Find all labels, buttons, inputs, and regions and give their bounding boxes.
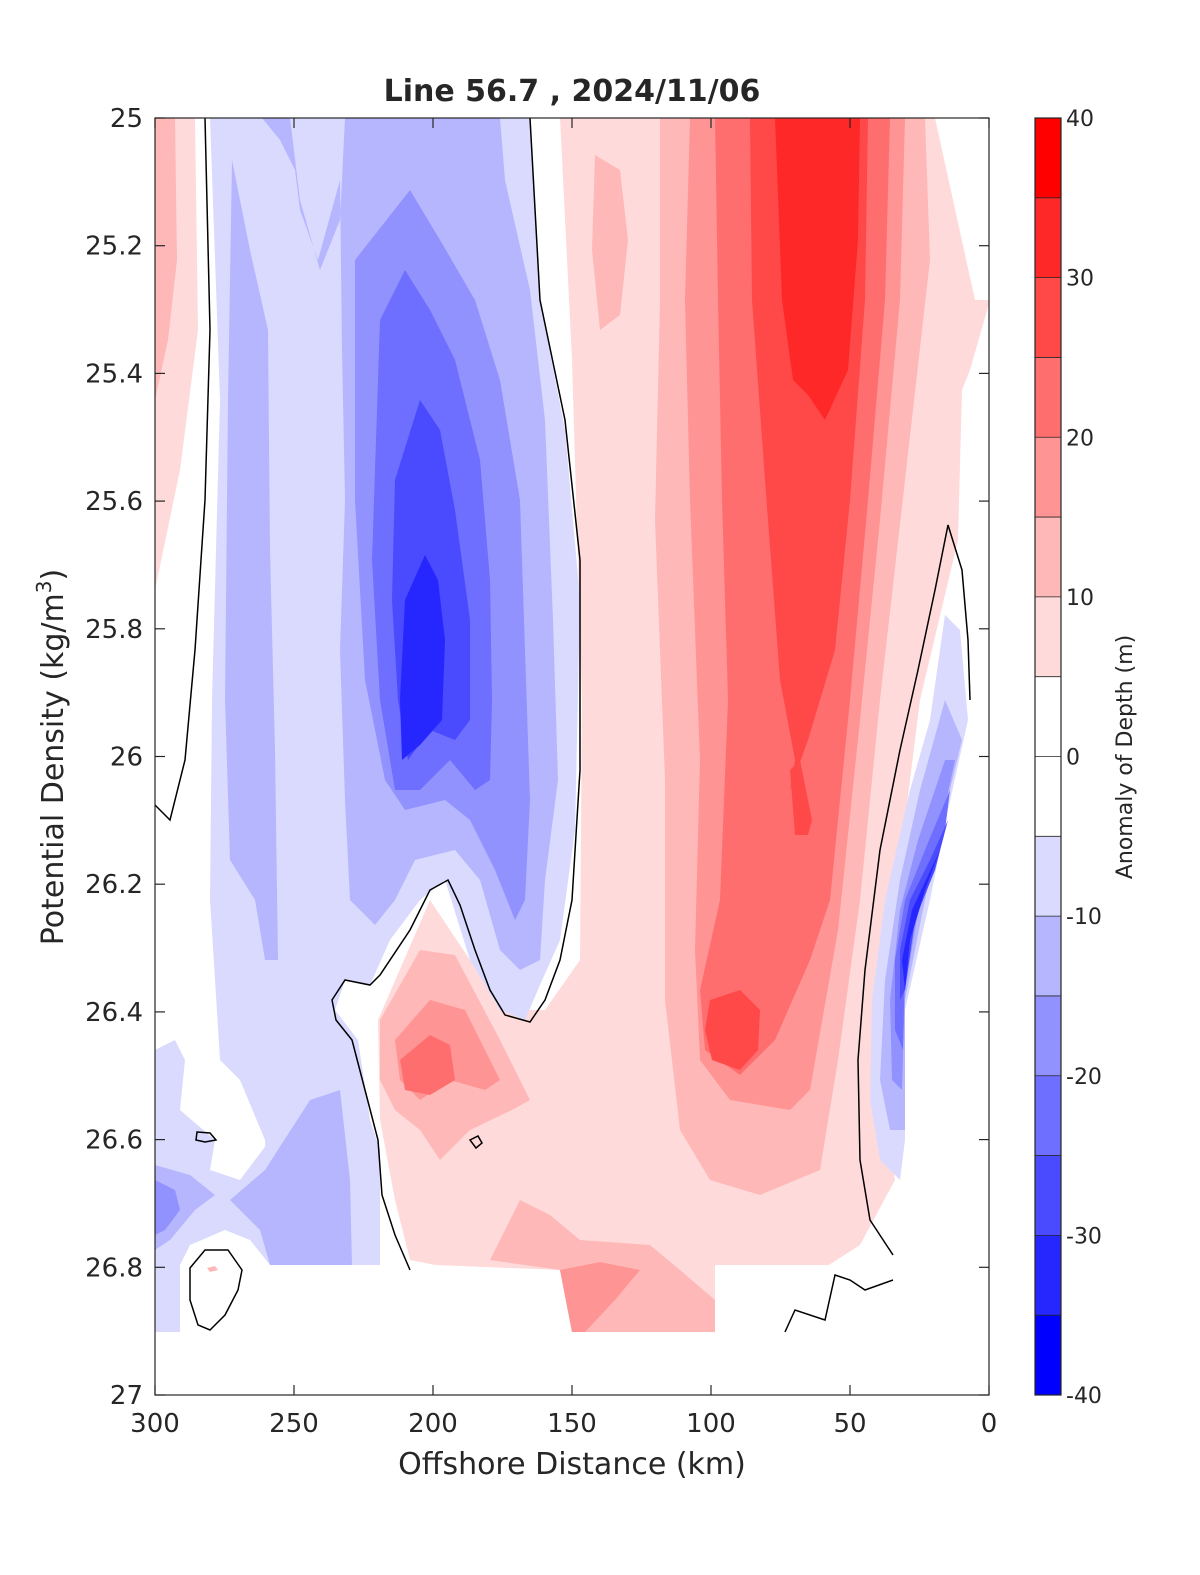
- fill-pos-15-island: [592, 155, 628, 330]
- fill-neg-10-corner: [155, 1165, 215, 1250]
- colorbar-segment: [1035, 517, 1061, 597]
- colorbar-segment: [1035, 995, 1061, 1076]
- colorbar-segment: [1035, 596, 1061, 677]
- x-tick-label: 150: [547, 1409, 597, 1439]
- y-tick-label: 25.6: [85, 487, 143, 517]
- chart-title: Line 56.7 , 2024/11/06: [384, 74, 761, 109]
- y-tick-label: 26.8: [85, 1253, 143, 1283]
- colorbar-segment: [1035, 1315, 1061, 1395]
- x-tick-label: 0: [981, 1409, 998, 1439]
- colorbar-label: Anomaly of Depth (m): [1113, 635, 1138, 879]
- colorbar-segment: [1035, 197, 1061, 278]
- fill-neg-10-left: [225, 160, 278, 960]
- contour-fills: [155, 118, 989, 1395]
- y-tick-label: 27: [110, 1381, 143, 1411]
- colorbar-segment: [1035, 1155, 1061, 1236]
- fill-pos-5-dot: [207, 1266, 218, 1272]
- colorbar-segment: [1035, 916, 1061, 996]
- colorbar-tick-label: -30: [1066, 1224, 1102, 1249]
- zero-contour-center: [331, 118, 581, 1271]
- colorbar-segment: [1035, 437, 1061, 518]
- colorbar-tick-label: -20: [1066, 1065, 1102, 1090]
- colorbar-tick-label: 20: [1066, 426, 1094, 451]
- colorbar: 40 30 20 10 0 -10 -20 -30 -40: [1034, 107, 1102, 1409]
- colorbar-segment: [1035, 277, 1061, 358]
- colorbar-tick-label: 30: [1066, 267, 1094, 292]
- y-tick-label: 26: [110, 743, 143, 773]
- y-axis-label-main: Potential Density (kg/m: [36, 593, 71, 945]
- fill-nearshore-30: [900, 820, 948, 1000]
- fill-nearshore-40: [902, 850, 940, 990]
- x-axis: 300 250 200 150 100 50 0: [130, 118, 997, 1439]
- y-tick-label: 26.6: [85, 1126, 143, 1156]
- zero-contour-nearshore: [857, 524, 971, 1256]
- x-tick-label: 50: [833, 1409, 866, 1439]
- y-tick-label: 26.2: [85, 870, 143, 900]
- y-tick-label: 25: [110, 104, 143, 134]
- fill-pos-30-strip: [790, 760, 812, 835]
- zero-contour-small-loop-1: [195, 1131, 218, 1143]
- fill-pos-25-bottom: [400, 1035, 455, 1095]
- colorbar-tick-label: 10: [1066, 586, 1094, 611]
- colorbar-segment: [1035, 118, 1061, 198]
- colorbar-segment: [1035, 836, 1061, 917]
- y-axis: 25 25.2 25.4 25.6 25.8 26 26.2 26.4 26.6 26.8 27: [85, 104, 989, 1411]
- y-axis-label-close: ): [36, 569, 71, 581]
- zero-contour-left: [155, 118, 211, 822]
- x-axis-label: Offshore Distance (km): [398, 1447, 746, 1482]
- colorbar-tick-label: -40: [1066, 1384, 1102, 1409]
- zero-contour-bottom: [784, 1274, 894, 1333]
- x-tick-label: 250: [269, 1409, 319, 1439]
- fill-pos-35: [775, 118, 860, 420]
- colorbar-segment: [1035, 1235, 1061, 1316]
- y-axis-label: Potential Density (kg/m3): [32, 569, 71, 945]
- zero-contours: [155, 118, 971, 1333]
- x-tick-label: 300: [130, 1409, 180, 1439]
- colorbar-frame: [1034, 117, 1062, 1396]
- fill-neg-15-corner: [155, 1180, 180, 1235]
- fill-pos-15-left: [155, 118, 177, 400]
- x-tick-label: 100: [686, 1409, 736, 1439]
- no-data-region: [155, 1265, 989, 1395]
- y-tick-label: 25.2: [85, 232, 143, 262]
- fill-pos-30-patch: [705, 990, 760, 1070]
- colorbar-segment: [1035, 357, 1061, 438]
- y-tick-label: 25.8: [85, 615, 143, 645]
- zero-contour-small-loop-2: [468, 1135, 483, 1150]
- colorbar-tick-label: 40: [1066, 107, 1094, 132]
- fill-neg-30: [400, 555, 445, 760]
- y-axis-label-sup: 3: [32, 580, 56, 593]
- y-tick-label: 25.4: [85, 359, 143, 389]
- fill-neg-5-bottomleft: [155, 1040, 270, 1332]
- colorbar-tick-label: -10: [1066, 905, 1102, 930]
- zero-contour-loop: [189, 1249, 243, 1331]
- fill-pos-20-deep: [560, 1262, 640, 1332]
- x-tick-label: 200: [408, 1409, 458, 1439]
- fill-neg-10-bottom: [230, 1090, 352, 1265]
- colorbar-segment: [1035, 1075, 1061, 1156]
- colorbar-tick-label: 0: [1066, 746, 1080, 771]
- y-tick-label: 26.4: [85, 998, 143, 1028]
